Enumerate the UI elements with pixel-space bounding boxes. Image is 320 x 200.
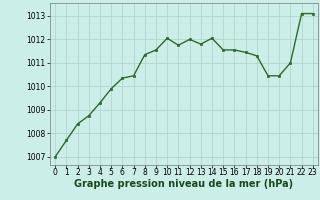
X-axis label: Graphe pression niveau de la mer (hPa): Graphe pression niveau de la mer (hPa): [75, 179, 293, 189]
